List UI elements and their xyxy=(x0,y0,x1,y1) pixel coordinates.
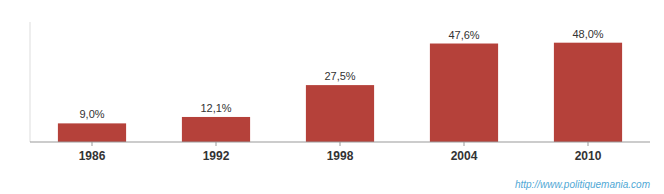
x-tick xyxy=(464,142,465,146)
x-tick-label: 1986 xyxy=(79,149,106,163)
data-label: 27,5% xyxy=(324,70,355,82)
x-tick-label: 1998 xyxy=(327,149,354,163)
chart-svg: 1986 1992 1998 2004 2010 9,0% 12,1% 27,5% 47,6% 4… xyxy=(0,0,664,194)
x-tick-label: 1992 xyxy=(203,149,230,163)
data-label: 48,0% xyxy=(572,28,603,40)
y-axis-line xyxy=(30,22,31,142)
bar xyxy=(554,43,622,142)
x-tick-label: 2010 xyxy=(575,149,602,163)
chart-container: 1986 1992 1998 2004 2010 9,0% 12,1% 27,5% 47,6% 4… xyxy=(0,0,664,194)
x-tick-label: 2004 xyxy=(451,149,478,163)
annotation: http://www.politiquemania.com xyxy=(515,179,650,190)
bar xyxy=(58,123,126,142)
x-tick xyxy=(92,142,93,146)
bar xyxy=(182,117,250,142)
x-tick xyxy=(340,142,341,146)
x-tick xyxy=(216,142,217,146)
data-label: 12,1% xyxy=(200,102,231,114)
data-label: 47,6% xyxy=(448,29,479,41)
bar xyxy=(430,44,498,142)
x-tick xyxy=(588,142,589,146)
bar xyxy=(306,85,374,142)
data-label: 9,0% xyxy=(79,108,104,120)
bars xyxy=(58,43,622,142)
